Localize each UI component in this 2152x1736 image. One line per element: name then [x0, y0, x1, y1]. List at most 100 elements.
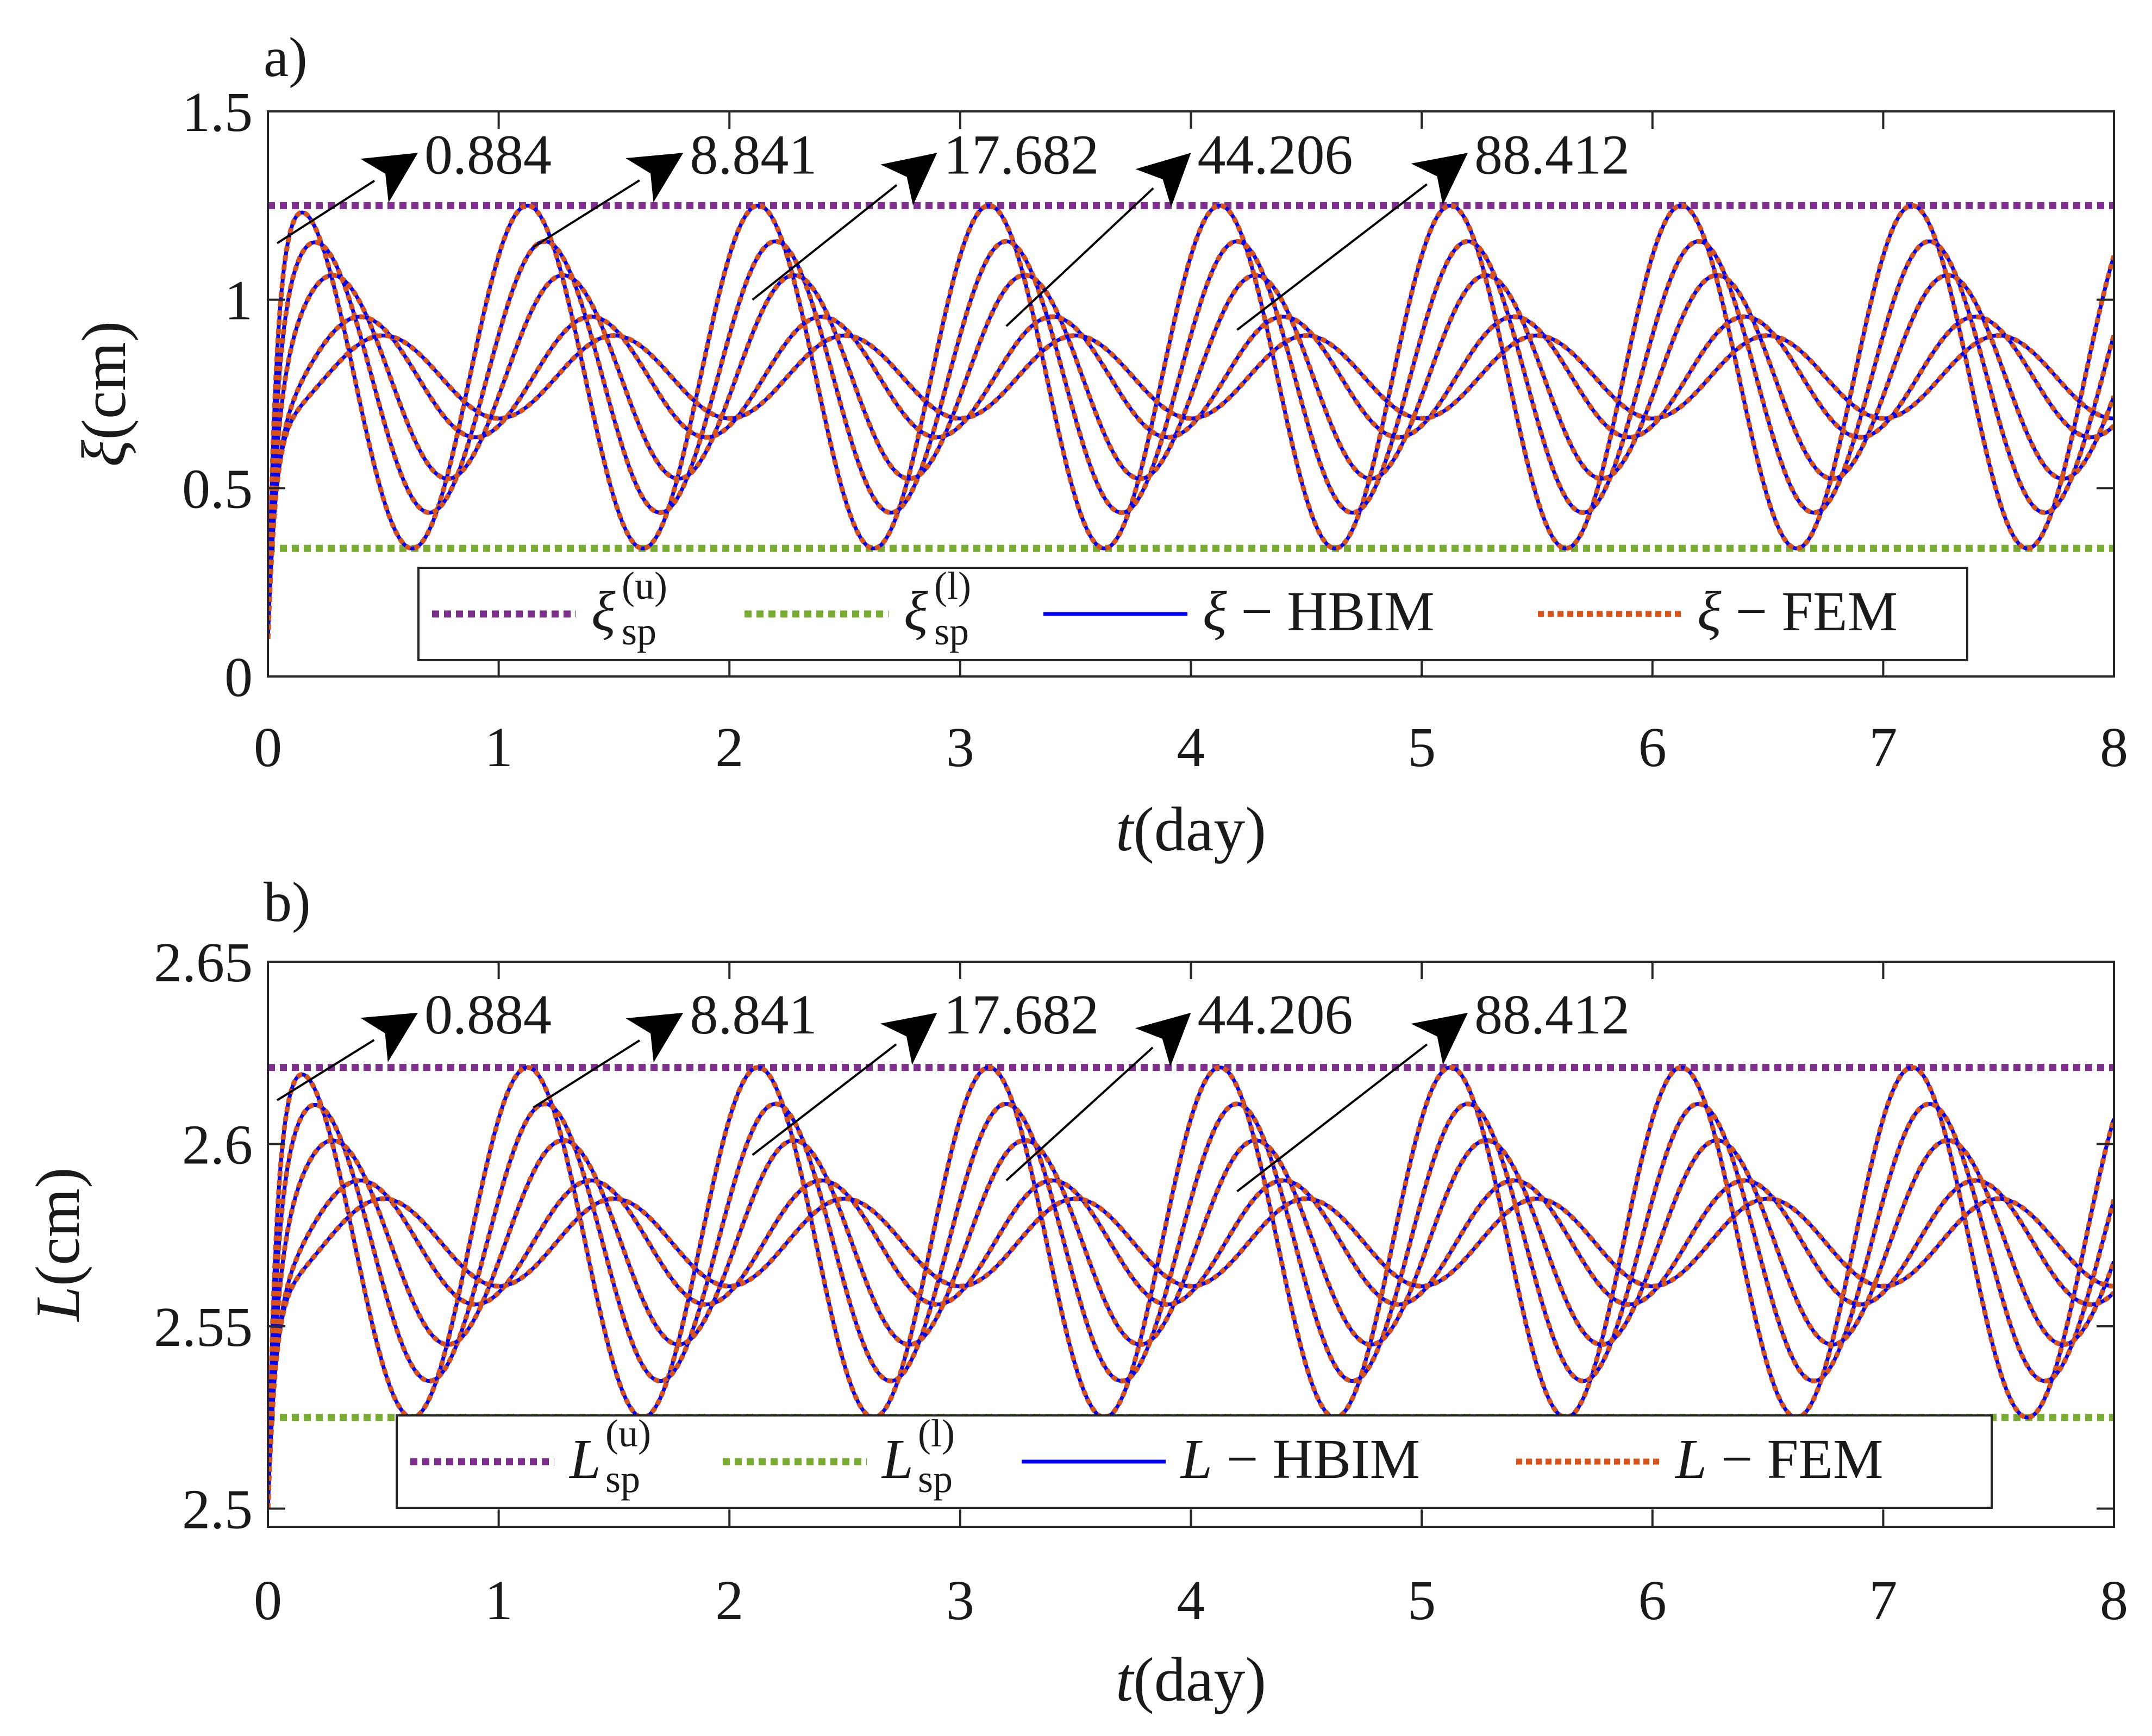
arrow-label: 0.884: [424, 123, 552, 186]
arrow-line: [752, 1043, 897, 1156]
arrow-line: [276, 179, 376, 245]
legend-item-fem: ξ − FEM: [1538, 580, 1898, 643]
legend-rest-hbim: − HBIM: [1212, 1428, 1420, 1490]
panel-label: a): [264, 26, 308, 89]
legend-rest-hbim: − HBIM: [1227, 580, 1435, 643]
legend-sub-lower: sp: [918, 1457, 953, 1501]
y-axis-symbol: L: [23, 1286, 93, 1323]
legend-box: [417, 567, 1968, 661]
arrow-line: [1236, 183, 1428, 331]
legend-symbol-hbim: ξ: [1203, 580, 1227, 643]
fem-series-17.682: [268, 1138, 2114, 1509]
arrow-line: [533, 179, 640, 248]
y-tick-label: 1.5: [182, 81, 253, 143]
hbim-series-44.206: [268, 315, 2114, 639]
legend-sub-upper: sp: [605, 1457, 640, 1501]
legend: ξ (u)sp ξ (l)sp ξ − HBIM ξ − FEM: [417, 564, 1968, 661]
legend-label-fem: L − FEM: [1674, 1428, 1883, 1490]
x-tick-label: 0: [254, 1569, 282, 1632]
legend-symbol-upper: L: [568, 1428, 601, 1490]
legend-sup-upper: (u): [605, 1412, 651, 1455]
legend-item-upper: L (u)sp: [410, 1412, 651, 1501]
x-tick-label: 3: [946, 716, 974, 779]
legend-sub-upper: sp: [622, 610, 656, 653]
y-axis-symbol: ξ: [70, 440, 139, 467]
y-axis-unit: (cm): [23, 1167, 93, 1286]
arrow-label: 88.412: [1474, 983, 1630, 1046]
fem-series-0.884: [268, 1065, 2114, 1509]
arrow-line: [533, 1039, 641, 1109]
x-tick-label: 2: [715, 1569, 743, 1632]
arrow-label: 17.682: [943, 983, 1099, 1046]
x-tick-label: 2: [715, 716, 743, 779]
x-tick-label: 5: [1407, 716, 1436, 779]
arrow-head: [1135, 153, 1191, 208]
legend-sup-upper: (u): [622, 564, 667, 607]
x-axis-unit: (day): [1133, 1645, 1266, 1715]
panel-a: 0 1 2 3 4 5 6 7 800.511.5a)t(day)ξ(cm)0.884 8.841…: [70, 26, 2128, 864]
x-tick-label: 7: [1869, 1569, 1897, 1632]
x-tick-label: 5: [1407, 1569, 1436, 1632]
y-tick-label: 2.55: [154, 1296, 253, 1358]
legend-label-hbim: ξ − HBIM: [1203, 580, 1435, 643]
y-tick-label: 0: [224, 646, 253, 709]
x-tick-label: 6: [1638, 716, 1667, 779]
arrow-line: [1236, 1043, 1428, 1193]
legend-item-lower: L (l)sp: [723, 1412, 955, 1501]
legend-item-lower: ξ (l)sp: [745, 564, 971, 653]
arrow-label: 8.841: [690, 123, 817, 186]
x-tick-label: 6: [1638, 1569, 1667, 1632]
legend-rest-fem: − FEM: [1707, 1428, 1884, 1490]
y-tick-label: 2.6: [182, 1113, 253, 1176]
legend-box: [396, 1414, 1993, 1509]
y-axis-label: L(cm): [23, 1167, 93, 1323]
x-tick-label: 8: [2100, 716, 2128, 779]
x-tick-label: 0: [254, 716, 282, 779]
y-tick-label: 1: [224, 270, 253, 332]
arrow-head: [360, 1012, 418, 1062]
legend-item-fem: L − FEM: [1516, 1428, 1883, 1490]
panel-b: 0 1 2 3 4 5 6 7 82.52.552.62.65b)t(day)L(cm)0.88…: [23, 871, 2128, 1715]
x-axis-symbol: t: [1116, 1645, 1135, 1715]
x-axis-label: t(day): [1116, 795, 1266, 864]
arrow-head: [1135, 1012, 1191, 1067]
fem-series-44.206: [268, 1178, 2114, 1509]
plot-content: [268, 1064, 2114, 1509]
x-tick-label: 3: [946, 1569, 974, 1632]
x-axis-label: t(day): [1116, 1645, 1266, 1715]
legend: L (u)sp L (l)sp L − HBIM L − FEM: [396, 1412, 1993, 1509]
fem-series-0.884: [268, 203, 2114, 639]
arrow-head: [360, 153, 418, 203]
fem-series-88.412: [268, 1196, 2114, 1509]
arrow-line: [1005, 1046, 1154, 1182]
legend-symbol-hbim: L: [1180, 1428, 1212, 1490]
arrow-label: 0.884: [424, 983, 552, 1046]
arrow-label: 17.682: [943, 123, 1099, 186]
legend-item-upper: ξ (u)sp: [432, 564, 667, 653]
arrow-label: 88.412: [1474, 123, 1630, 186]
x-tick-label: 1: [485, 716, 513, 779]
fem-series-17.682: [268, 273, 2114, 639]
x-tick-label: 4: [1177, 1569, 1205, 1632]
y-axis-label: ξ(cm): [70, 321, 139, 467]
legend-symbol-lower: L: [881, 1428, 914, 1490]
arrow-head: [880, 1012, 937, 1065]
y-axis-unit: (cm): [70, 321, 139, 440]
y-tick-label: 2.65: [154, 931, 253, 994]
legend-sup-lower: (l): [918, 1412, 955, 1455]
legend-item-hbim: ξ − HBIM: [1043, 580, 1435, 643]
x-tick-label: 4: [1177, 716, 1205, 779]
legend-symbol-fem: ξ: [1697, 580, 1722, 643]
fem-series-8.841: [268, 239, 2114, 639]
x-tick-label: 8: [2100, 1569, 2128, 1632]
arrow-head: [880, 153, 937, 205]
legend-sup-lower: (l): [934, 564, 971, 607]
legend-label-fem: ξ − FEM: [1697, 580, 1898, 643]
arrow-line: [1005, 187, 1154, 327]
legend-sub-lower: sp: [934, 610, 969, 653]
x-tick-label: 1: [485, 1569, 513, 1632]
arrow-label: 44.206: [1198, 123, 1353, 186]
plot-content: [268, 202, 2114, 639]
fem-series-8.841: [268, 1101, 2114, 1509]
